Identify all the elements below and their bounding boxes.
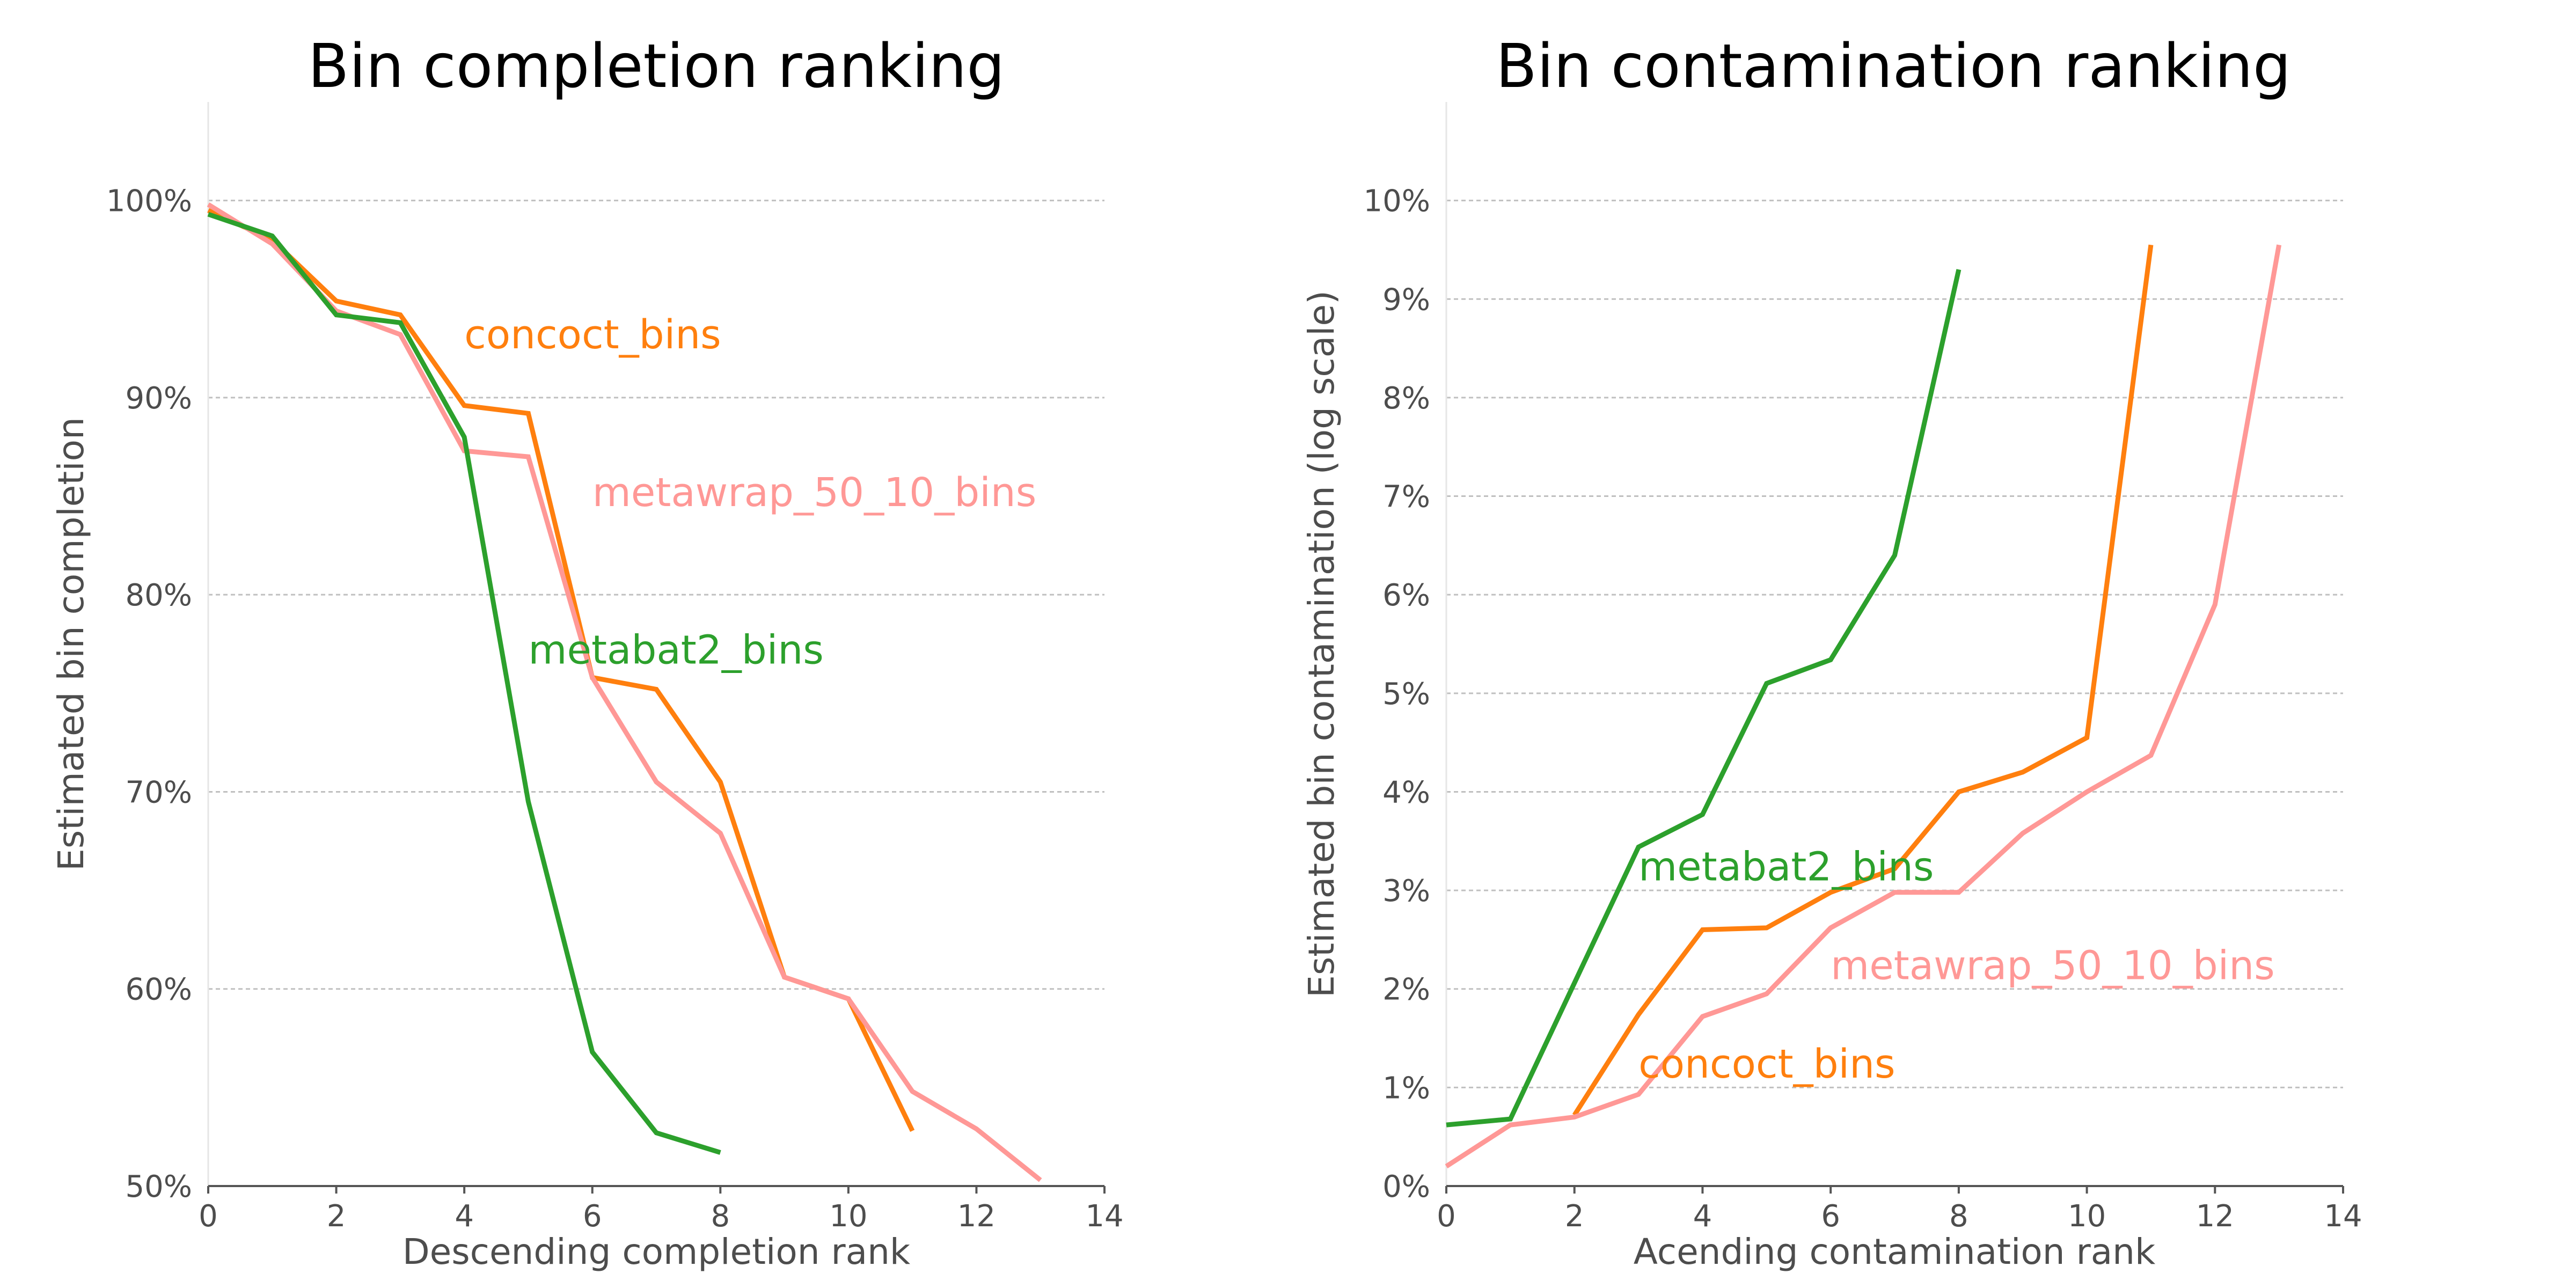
completion-y-tick-label: 90% [126, 381, 192, 416]
completion-y-ticks: 50% 60% 70% 80% 90% 100% [106, 184, 192, 1204]
completion-x-tick-label: 4 [455, 1199, 474, 1234]
contamination-y-tick-label: 4% [1382, 775, 1430, 810]
completion-x-axis-label: Descending completion rank [402, 1231, 911, 1272]
completion-x-tick-label: 8 [711, 1199, 730, 1234]
contamination-series-line-concoct-bins [1572, 244, 2154, 1117]
contamination-x-tick-label: 0 [1437, 1199, 1456, 1234]
completion-label-metabat2-bins: metabat2_bins [528, 627, 823, 674]
completion-x-tick-label: 2 [327, 1199, 346, 1234]
contamination-annotations: metabat2_bins metawrap_50_10_bins concoct_… [1638, 844, 2275, 1087]
completion-y-tick-label: 100% [106, 184, 192, 219]
contamination-grid [1446, 200, 2343, 1088]
contamination-x-tick-label: 6 [1821, 1199, 1840, 1234]
completion-grid [208, 200, 1104, 990]
completion-y-tick-label: 80% [126, 578, 192, 613]
completion-x-ticks: 0 2 4 6 8 10 12 14 [199, 1186, 1124, 1234]
completion-series-line-metabat2-bins [207, 212, 721, 1155]
completion-x-tick-label: 12 [957, 1199, 996, 1234]
contamination-label-metabat2-bins: metabat2_bins [1638, 844, 1934, 890]
contamination-chart: Bin contamination ranking 0% 1% 2% 3% 4% 5% 6%… [1301, 32, 2362, 1272]
completion-x-tick-label: 14 [1085, 1199, 1123, 1234]
contamination-y-tick-label: 7% [1382, 480, 1430, 515]
completion-label-metawrap-50-10-bins: metawrap_50_10_bins [592, 470, 1037, 516]
contamination-x-tick-label: 8 [1949, 1199, 1968, 1234]
contamination-y-tick-label: 2% [1382, 972, 1430, 1007]
completion-y-axis-label: Estimated bin completion [50, 417, 92, 871]
contamination-x-tick-label: 4 [1693, 1199, 1713, 1234]
contamination-y-tick-label: 5% [1382, 677, 1430, 712]
completion-chart-title: Bin completion ranking [308, 32, 1005, 101]
completion-y-tick-label: 50% [126, 1169, 192, 1204]
completion-annotations: concoct_bins metawrap_50_10_bins metabat2_… [464, 312, 1036, 674]
completion-x-tick-label: 10 [829, 1199, 867, 1234]
contamination-series-line-metawrap-50-10-bins [1445, 244, 2282, 1169]
contamination-series-line-metabat2-bins [1446, 269, 1962, 1128]
completion-chart: Bin completion ranking 50% 60% 70% 80% 90% 10… [50, 32, 1124, 1272]
completion-x-tick-label: 0 [199, 1199, 218, 1234]
contamination-y-tick-label: 0% [1382, 1169, 1430, 1204]
contamination-y-tick-label: 6% [1382, 578, 1430, 613]
contamination-x-ticks: 0 2 4 6 8 10 12 14 [1437, 1186, 2362, 1234]
contamination-chart-title: Bin contamination ranking [1496, 32, 2291, 101]
contamination-label-concoct-bins: concoct_bins [1638, 1041, 1896, 1087]
contamination-label-metawrap-50-10-bins: metawrap_50_10_bins [1831, 942, 2275, 989]
contamination-y-axis-label: Estimated bin contamination (log scale) [1301, 290, 1342, 998]
completion-y-tick-label: 70% [126, 775, 192, 810]
contamination-x-tick-label: 10 [2068, 1199, 2106, 1234]
contamination-x-tick-label: 2 [1565, 1199, 1584, 1234]
contamination-y-tick-label: 1% [1382, 1071, 1430, 1106]
completion-series [207, 202, 1042, 1182]
completion-y-tick-label: 60% [126, 972, 192, 1007]
contamination-series [1445, 244, 2282, 1169]
contamination-x-axis-label: Acending contamination rank [1634, 1231, 2156, 1272]
contamination-y-tick-label: 8% [1382, 381, 1430, 416]
contamination-y-tick-label: 10% [1364, 184, 1430, 219]
completion-label-concoct-bins: concoct_bins [464, 312, 721, 358]
contamination-y-ticks: 0% 1% 2% 3% 4% 5% 6% 7% 8% 9% 10% [1364, 184, 1430, 1204]
contamination-y-tick-label: 9% [1382, 282, 1430, 317]
contamination-x-tick-label: 12 [2196, 1199, 2234, 1234]
completion-x-tick-label: 6 [583, 1199, 602, 1234]
contamination-x-tick-label: 14 [2324, 1199, 2362, 1234]
contamination-y-tick-label: 3% [1382, 874, 1430, 909]
